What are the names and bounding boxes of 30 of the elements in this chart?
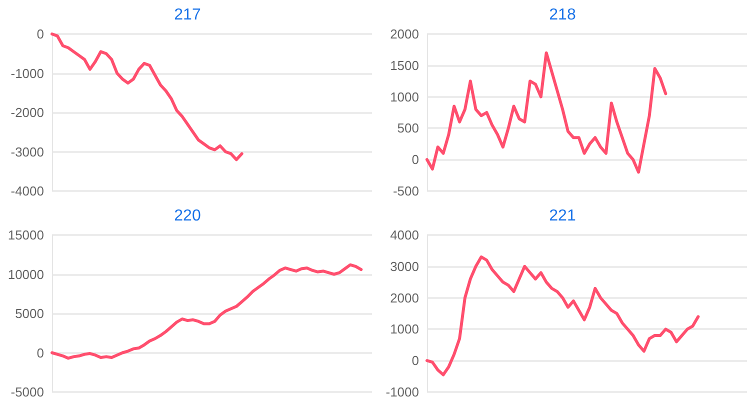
y-tick-label: 1500 [390, 58, 419, 73]
y-tick-label: 1000 [390, 322, 419, 337]
y-tick-label: 0 [36, 345, 44, 360]
y-tick-label: -2000 [10, 105, 44, 120]
y-tick-label: -500 [392, 184, 419, 198]
y-tick-label: -1000 [10, 66, 44, 81]
y-tick-label: 5000 [15, 306, 44, 321]
y-tick-label: 3000 [390, 258, 419, 274]
y-tick-label: 2000 [390, 26, 419, 42]
chart-title: 221 [549, 208, 576, 224]
y-tick-label: -1000 [386, 384, 419, 400]
y-tick-label: 1000 [390, 89, 419, 104]
y-tick-label: 500 [397, 120, 419, 136]
y-tick-label: -5000 [10, 384, 44, 400]
y-tick-label: 4000 [390, 228, 419, 242]
line-series [50, 263, 363, 360]
line-series [426, 255, 700, 376]
y-tick-label: 0 [36, 26, 44, 42]
chart-title: 220 [174, 208, 201, 224]
y-tick-label: -4000 [10, 184, 44, 198]
chart-title: 217 [174, 6, 201, 24]
y-tick-label: 10000 [8, 266, 44, 282]
y-tick-label: 2000 [390, 290, 419, 306]
chart-title: 218 [549, 6, 576, 24]
line-series [426, 51, 668, 174]
y-tick-label: -3000 [10, 144, 44, 160]
line-series [50, 32, 244, 162]
y-tick-label: 15000 [8, 228, 44, 242]
y-tick-label: 0 [412, 353, 419, 368]
y-tick-label: 0 [412, 152, 419, 168]
